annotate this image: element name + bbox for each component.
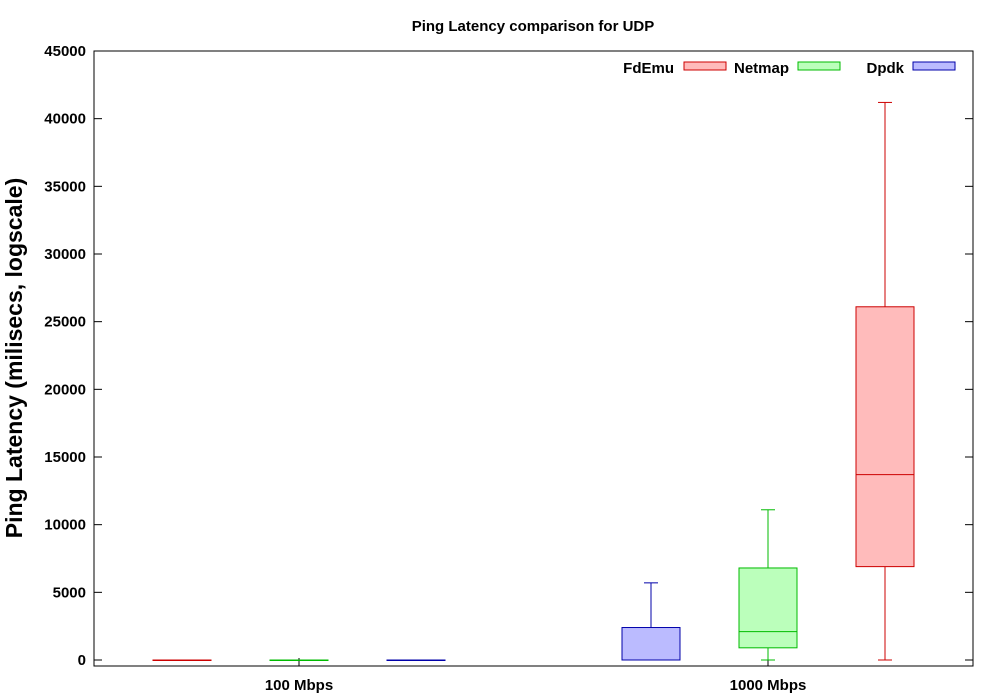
legend-swatch-fdemu	[683, 61, 727, 71]
box-netmap	[738, 509, 798, 661]
box-plots	[152, 101, 915, 661]
box-dpdk	[621, 582, 681, 661]
y-tick-label: 10000	[44, 517, 86, 534]
legend-swatch-dpdk	[912, 61, 956, 71]
y-tick-label: 15000	[44, 449, 86, 466]
box-fdemu	[152, 659, 212, 661]
axes: 0 5000 10000 15000 20000 25000 30000 35000 40000…	[44, 43, 973, 694]
box-body	[855, 306, 915, 568]
legend-swatch-netmap	[797, 61, 841, 71]
legend-label-dpdk: Dpdk	[867, 60, 905, 77]
plot-frame	[93, 50, 974, 667]
y-tick-label: 0	[78, 652, 86, 669]
box-dpdk	[386, 659, 446, 661]
x-tick-label: 100 Mbps	[265, 677, 333, 694]
legend-label-fdemu: FdEmu	[623, 60, 674, 77]
y-tick-label: 45000	[44, 43, 86, 60]
chart-title: Ping Latency comparison for UDP	[412, 18, 655, 35]
y-tick-label: 25000	[44, 314, 86, 331]
y-tick-label: 5000	[53, 584, 86, 601]
legend-label-netmap: Netmap	[734, 60, 789, 77]
box-fdemu	[855, 101, 915, 661]
box-netmap	[269, 659, 329, 661]
y-tick-label: 40000	[44, 111, 86, 128]
box-body	[738, 567, 798, 649]
y-axis-label: Ping Latency (milisecs, logscale)	[1, 178, 27, 538]
y-tick-label: 35000	[44, 178, 86, 195]
y-tick-label: 30000	[44, 246, 86, 263]
y-tick-label: 20000	[44, 381, 86, 398]
legend: FdEmu Netmap Dpdk	[623, 60, 956, 77]
box-body	[621, 627, 681, 661]
x-tick-label: 1000 Mbps	[730, 677, 807, 694]
